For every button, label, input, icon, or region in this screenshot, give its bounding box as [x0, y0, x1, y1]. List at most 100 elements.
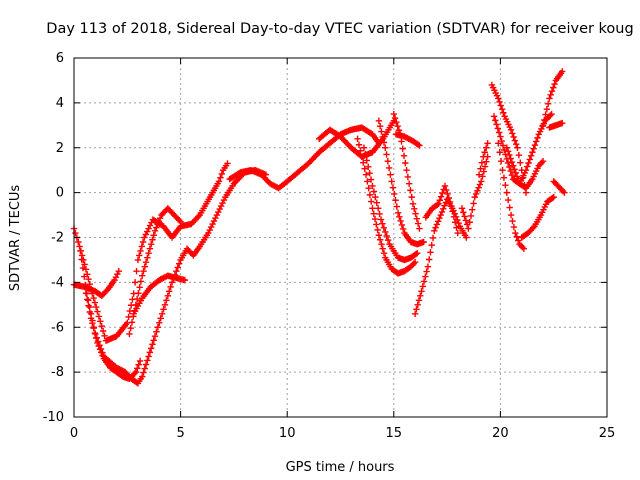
data-point [128, 319, 136, 326]
data-point [131, 279, 139, 286]
data-series [518, 193, 557, 241]
data-point [394, 123, 401, 130]
data-point [469, 206, 476, 213]
data-point [168, 279, 176, 286]
data-point [393, 118, 400, 126]
data-point [546, 95, 553, 102]
data-point [444, 190, 451, 198]
data-point [213, 211, 221, 219]
data-point [471, 193, 479, 201]
data-point [477, 165, 484, 172]
data-series [81, 283, 144, 383]
data-point [144, 254, 151, 261]
data-point [475, 184, 482, 191]
data-series [550, 178, 568, 196]
data-point [376, 236, 384, 243]
y-tick-label: -10 [43, 410, 64, 425]
data-point [522, 166, 530, 174]
data-point [95, 313, 103, 320]
data-point [90, 324, 97, 332]
data-series [360, 144, 421, 264]
data-point [460, 209, 467, 216]
data-point [405, 180, 413, 187]
data-point [369, 205, 376, 212]
data-point [543, 105, 551, 113]
data-point [506, 204, 513, 211]
data-point [385, 164, 393, 172]
data-point [427, 249, 434, 256]
data-point [98, 322, 105, 330]
data-point [99, 352, 106, 359]
data-point [86, 308, 93, 316]
x-tick-label: 10 [279, 426, 296, 441]
data-point [144, 357, 151, 364]
data-point [96, 346, 104, 353]
data-point [82, 289, 90, 297]
data-point [548, 110, 555, 118]
data-point [420, 278, 428, 285]
data-point [495, 95, 502, 102]
data-point [139, 272, 146, 279]
y-tick-label: -6 [51, 320, 64, 335]
data-point [376, 210, 383, 218]
data-point [174, 264, 181, 271]
data-point [126, 330, 133, 338]
data-point [362, 150, 369, 158]
data-point [99, 327, 107, 335]
data-point [530, 145, 537, 152]
data-point [495, 140, 502, 147]
data-point [414, 220, 422, 227]
data-point [398, 138, 405, 145]
data-point [137, 278, 145, 285]
data-point [145, 250, 152, 257]
data-point [527, 152, 535, 160]
data-point [215, 178, 223, 185]
data-point [379, 133, 386, 141]
data-point [539, 122, 547, 129]
data-point [160, 306, 167, 313]
data-point [429, 234, 437, 242]
data-point [500, 109, 507, 116]
data-point [155, 218, 163, 225]
data-point [136, 284, 143, 291]
data-point [360, 159, 367, 166]
data-point [135, 289, 142, 297]
data-point [411, 205, 418, 212]
data-point [418, 288, 425, 295]
data-point [497, 158, 505, 165]
data-point [499, 142, 507, 149]
data-point [434, 218, 442, 225]
data-point [161, 301, 169, 309]
data-point [539, 158, 547, 165]
y-tick-label: 6 [56, 51, 64, 66]
data-point [378, 128, 385, 135]
data-point [368, 198, 375, 205]
data-point [364, 178, 371, 185]
data-series [539, 68, 566, 129]
data-point [216, 205, 223, 213]
data-point [453, 224, 460, 231]
data-point [530, 224, 537, 231]
data-point [205, 229, 212, 237]
data-point [143, 228, 151, 235]
data-point [72, 229, 79, 237]
data-point [115, 267, 122, 275]
data-point [441, 182, 449, 190]
data-point [130, 313, 137, 320]
data-point [399, 145, 406, 152]
data-point [134, 365, 141, 372]
x-tick-label: 5 [176, 426, 184, 441]
data-point [156, 215, 164, 222]
data-point [89, 320, 96, 327]
data-point [414, 141, 422, 148]
data-point [150, 232, 157, 239]
data-point [76, 243, 83, 250]
data-point [396, 213, 403, 221]
data-point [417, 292, 424, 300]
data-point [81, 261, 88, 268]
data-point [533, 138, 540, 145]
data-point [361, 165, 368, 172]
data-point [432, 224, 439, 231]
data-point [481, 149, 488, 156]
